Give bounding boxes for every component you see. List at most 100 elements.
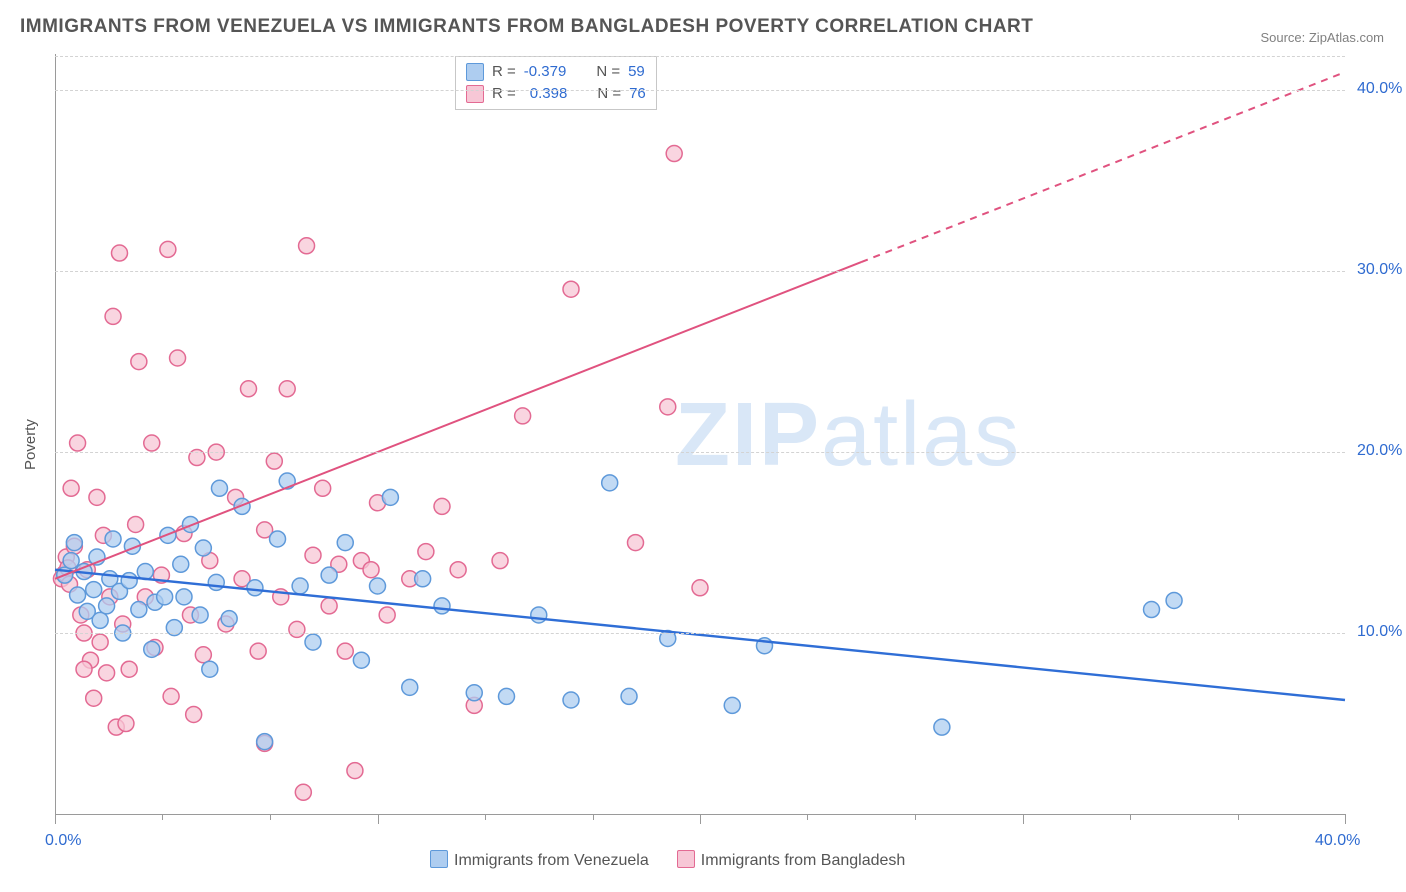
data-point xyxy=(195,647,211,663)
series-legend: Immigrants from Venezuela Immigrants fro… xyxy=(430,850,905,870)
data-point xyxy=(118,716,134,732)
data-point xyxy=(602,475,618,491)
data-point xyxy=(176,589,192,605)
data-point xyxy=(247,580,263,596)
data-point xyxy=(208,574,224,590)
grid-line xyxy=(55,633,1345,634)
x-tick-mark xyxy=(1238,814,1239,820)
legend-swatch-icon xyxy=(677,850,695,868)
data-point xyxy=(157,589,173,605)
data-point xyxy=(492,553,508,569)
legend-swatch-1 xyxy=(466,85,484,103)
chart-title: IMMIGRANTS FROM VENEZUELA VS IMMIGRANTS … xyxy=(20,16,1033,38)
data-point xyxy=(466,685,482,701)
data-point xyxy=(621,688,637,704)
legend-swatch-0 xyxy=(466,63,484,81)
data-point xyxy=(173,556,189,572)
data-point xyxy=(353,652,369,668)
data-point xyxy=(692,580,708,596)
data-point xyxy=(92,634,108,650)
data-point xyxy=(279,381,295,397)
data-point xyxy=(563,281,579,297)
data-point xyxy=(170,350,186,366)
data-point xyxy=(337,535,353,551)
data-point xyxy=(289,621,305,637)
stats-legend: R = -0.379 N = 59 R = 0.398 N = 76 xyxy=(455,56,657,110)
data-point xyxy=(131,602,147,618)
data-point xyxy=(234,498,250,514)
data-point xyxy=(63,553,79,569)
r-label: R = xyxy=(492,61,516,83)
r-value-1: 0.398 xyxy=(524,83,568,105)
grid-line xyxy=(55,90,1345,91)
data-point xyxy=(347,763,363,779)
r-value-0: -0.379 xyxy=(524,61,567,83)
source-label: Source: ZipAtlas.com xyxy=(1260,30,1384,45)
data-point xyxy=(92,612,108,628)
data-point xyxy=(163,688,179,704)
r-label: R = xyxy=(492,83,516,105)
data-point xyxy=(434,598,450,614)
data-point xyxy=(99,598,115,614)
data-point xyxy=(131,354,147,370)
data-point xyxy=(144,641,160,657)
n-label: N = xyxy=(597,83,621,105)
data-point xyxy=(121,661,137,677)
data-point xyxy=(144,435,160,451)
legend-label-1: Immigrants from Bangladesh xyxy=(701,852,906,869)
x-tick-mark xyxy=(700,814,701,824)
x-tick-label-min: 0.0% xyxy=(45,832,81,850)
n-value-1: 76 xyxy=(629,83,646,105)
data-point xyxy=(499,688,515,704)
data-point xyxy=(86,690,102,706)
data-point xyxy=(370,578,386,594)
data-point xyxy=(415,571,431,587)
data-point xyxy=(724,697,740,713)
data-point xyxy=(211,480,227,496)
x-tick-mark xyxy=(55,814,56,824)
y-tick-label: 40.0% xyxy=(1357,80,1402,98)
data-point xyxy=(531,607,547,623)
stats-row-0: R = -0.379 N = 59 xyxy=(466,61,646,83)
data-point xyxy=(666,146,682,162)
data-point xyxy=(250,643,266,659)
legend-label-0: Immigrants from Venezuela xyxy=(454,852,649,869)
chart-svg-layer xyxy=(55,54,1345,814)
data-point xyxy=(202,661,218,677)
data-point xyxy=(70,435,86,451)
data-point xyxy=(99,665,115,681)
data-point xyxy=(292,578,308,594)
x-tick-mark xyxy=(915,814,916,820)
data-point xyxy=(266,453,282,469)
x-tick-mark xyxy=(1023,814,1024,824)
y-tick-label: 10.0% xyxy=(1357,623,1402,641)
data-point xyxy=(934,719,950,735)
data-point xyxy=(257,734,273,750)
data-point xyxy=(418,544,434,560)
x-tick-mark xyxy=(162,814,163,820)
data-point xyxy=(515,408,531,424)
data-point xyxy=(186,706,202,722)
y-tick-label: 20.0% xyxy=(1357,442,1402,460)
data-point xyxy=(1166,592,1182,608)
data-point xyxy=(321,567,337,583)
x-tick-mark xyxy=(485,814,486,820)
data-point xyxy=(105,531,121,547)
grid-line xyxy=(55,452,1345,453)
data-point xyxy=(195,540,211,556)
data-point xyxy=(305,634,321,650)
x-tick-mark xyxy=(270,814,271,820)
n-label: N = xyxy=(596,61,620,83)
data-point xyxy=(112,245,128,261)
data-point xyxy=(160,241,176,257)
grid-line xyxy=(55,56,1345,57)
y-axis-title: Poverty xyxy=(22,419,39,470)
data-point xyxy=(434,498,450,514)
y-tick-label: 30.0% xyxy=(1357,261,1402,279)
plot-area: ZIPatlas R = -0.379 N = 59 R = 0.398 N =… xyxy=(55,54,1345,814)
data-point xyxy=(241,381,257,397)
legend-item-0: Immigrants from Venezuela xyxy=(430,850,649,870)
data-point xyxy=(305,547,321,563)
x-tick-mark xyxy=(378,814,379,824)
data-point xyxy=(192,607,208,623)
